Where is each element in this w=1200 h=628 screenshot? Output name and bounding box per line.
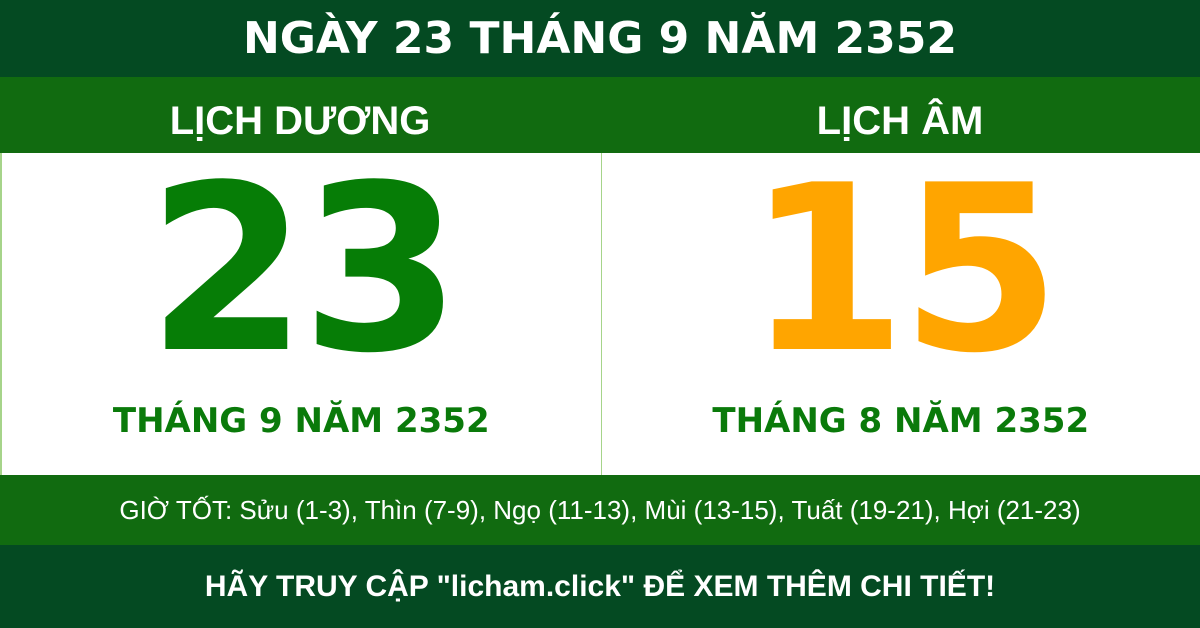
calendar-labels: LỊCH DƯƠNG LỊCH ÂM: [0, 77, 1200, 153]
lunar-label: LỊCH ÂM: [816, 99, 984, 143]
solar-panel: 23 THÁNG 9 NĂM 2352: [2, 153, 602, 475]
footer-cta: HÃY TRUY CẬP "licham.click" ĐỂ XEM THÊM …: [0, 545, 1200, 628]
good-hours: GIỜ TỐT: Sửu (1-3), Thìn (7-9), Ngọ (11-…: [0, 475, 1200, 545]
solar-month-year: THÁNG 9 NĂM 2352: [112, 401, 490, 441]
lunar-day: 15: [746, 137, 1061, 404]
lunar-panel: 15 THÁNG 8 NĂM 2352: [602, 153, 1200, 475]
page-title: NGÀY 23 THÁNG 9 NĂM 2352: [0, 0, 1200, 77]
solar-day: 23: [147, 137, 461, 404]
solar-label: LỊCH DƯƠNG: [169, 99, 431, 143]
calendar-body: 23 THÁNG 9 NĂM 2352 15 THÁNG 8 NĂM 2352: [0, 153, 1200, 475]
lunar-month-year: THÁNG 8 NĂM 2352: [712, 401, 1090, 441]
